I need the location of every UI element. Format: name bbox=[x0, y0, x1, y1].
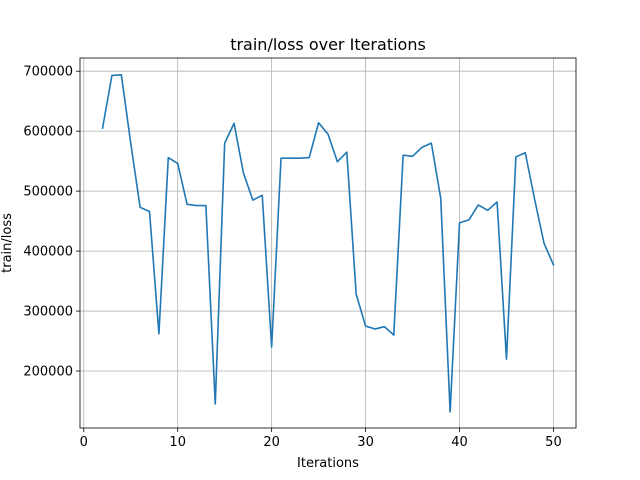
x-axis-label: Iterations bbox=[297, 456, 359, 471]
y-tick-label: 200000 bbox=[23, 365, 73, 380]
plot-frame bbox=[79, 57, 577, 429]
y-tick-label: 700000 bbox=[23, 65, 73, 80]
x-tick-label: 20 bbox=[263, 435, 280, 450]
chart-title: train/loss over Iterations bbox=[230, 35, 426, 54]
y-tick-label: 500000 bbox=[23, 185, 73, 200]
x-tick-label: 30 bbox=[357, 435, 374, 450]
x-tick-label: 10 bbox=[169, 435, 186, 450]
x-axis-ticks: 0 10 20 30 40 50 bbox=[80, 428, 562, 450]
y-axis-label: train/loss bbox=[0, 213, 15, 273]
y-tick-label: 600000 bbox=[23, 125, 73, 140]
y-axis-ticks: 200000 300000 400000 500000 600000 700000 bbox=[23, 65, 80, 380]
y-tick-label: 300000 bbox=[23, 305, 73, 320]
y-tick-label: 400000 bbox=[23, 245, 73, 260]
series-line bbox=[101, 73, 555, 413]
x-tick-label: 40 bbox=[451, 435, 468, 450]
x-tick-label: 0 bbox=[80, 435, 88, 450]
x-tick-label: 50 bbox=[545, 435, 562, 450]
series-layer bbox=[101, 73, 555, 413]
